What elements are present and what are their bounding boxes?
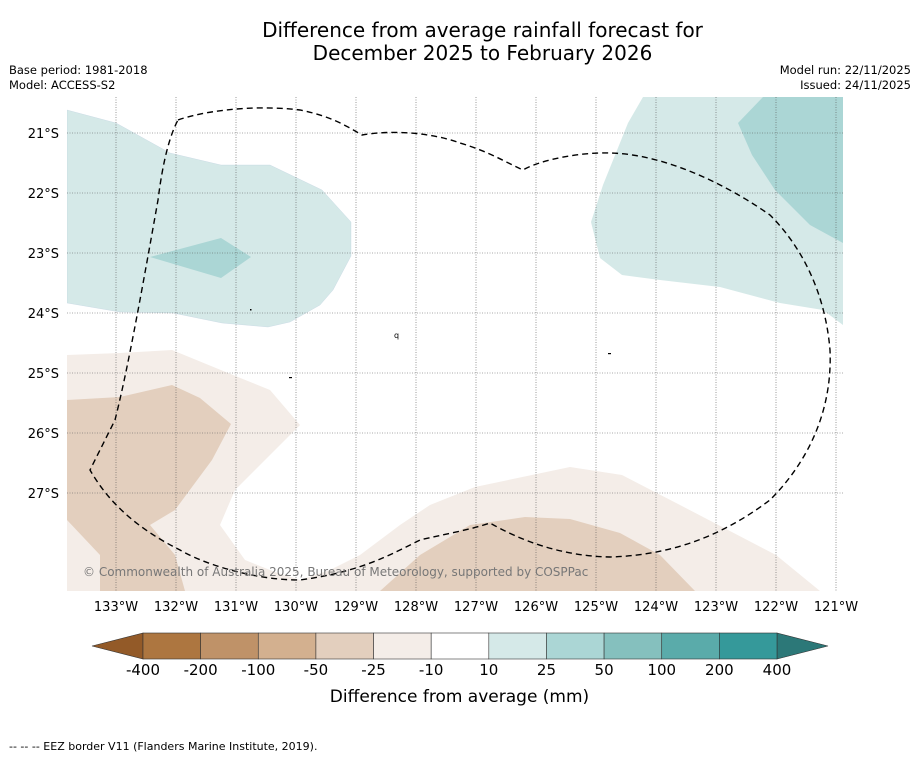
chart-title: Difference from average rainfall forecas… bbox=[0, 19, 919, 65]
colorbar-segment bbox=[142, 632, 201, 660]
lon-label: 124°W bbox=[634, 600, 678, 615]
colorbar-tick: -50 bbox=[303, 661, 329, 679]
colorbar-tick: 50 bbox=[594, 661, 614, 679]
lat-labels: 21°S 22°S 23°S 24°S 25°S 26°S 27°S bbox=[28, 127, 59, 502]
colorbar-segment bbox=[661, 632, 720, 660]
colorbar-segment bbox=[257, 632, 317, 660]
model-run: Model run: 22/11/2025 bbox=[779, 63, 911, 77]
colorbar-segment bbox=[373, 632, 432, 660]
colorbar bbox=[91, 632, 829, 660]
lat-label: 25°S bbox=[28, 367, 59, 382]
lon-label: 126°W bbox=[514, 600, 558, 615]
lat-label: 26°S bbox=[28, 427, 59, 442]
lon-label: 128°W bbox=[394, 600, 438, 615]
colorbar-segment bbox=[719, 632, 778, 660]
colorbar-tick: 100 bbox=[647, 661, 677, 679]
colorbar-tick: 10 bbox=[479, 661, 499, 679]
region-slightly-wetter-west bbox=[67, 109, 352, 328]
region-wetter-west bbox=[150, 238, 251, 278]
colorbar-tick: -100 bbox=[241, 661, 276, 679]
lon-label: 127°W bbox=[454, 600, 498, 615]
colorbar-segment bbox=[430, 632, 490, 660]
run-info: Model run: 22/11/2025 Issued: 24/11/2025 bbox=[780, 63, 911, 93]
colorbar-tick: 400 bbox=[762, 661, 792, 679]
region-drier-south bbox=[380, 517, 695, 591]
colorbar-tick: -400 bbox=[125, 661, 161, 679]
colorbar-segment bbox=[200, 632, 259, 660]
region-wetter-east bbox=[738, 97, 843, 243]
colorbar-tick: 200 bbox=[705, 661, 734, 679]
lat-label: 22°S bbox=[28, 187, 59, 202]
eez-legend-note: -- -- -- EEZ border V11 (Flanders Marine… bbox=[9, 740, 318, 753]
lon-label: 125°W bbox=[574, 600, 618, 615]
model-name: Model: ACCESS-S2 bbox=[9, 78, 116, 92]
lon-labels: 133°W 132°W 131°W 130°W 129°W 128°W 127°… bbox=[94, 600, 858, 615]
base-info: Base period: 1981-2018 Model: ACCESS-S2 bbox=[9, 63, 148, 93]
lon-label: 131°W bbox=[214, 600, 258, 615]
colorbar-segment bbox=[315, 632, 374, 660]
colorbar-segment bbox=[488, 632, 547, 660]
colorbar-title: Difference from average (mm) bbox=[329, 687, 590, 707]
lon-label: 132°W bbox=[154, 600, 198, 615]
lat-label: 27°S bbox=[28, 487, 59, 502]
lon-label: 122°W bbox=[754, 600, 798, 615]
colorbar-tick: -200 bbox=[183, 661, 218, 679]
gridlines bbox=[67, 97, 843, 591]
colorbar-tick: 25 bbox=[536, 661, 556, 679]
island-marker: q bbox=[394, 331, 399, 340]
colorbar-extend-low bbox=[91, 632, 144, 660]
colorbar-segment bbox=[546, 632, 605, 660]
colorbar-tick: -25 bbox=[361, 661, 386, 679]
lon-label: 123°W bbox=[694, 600, 738, 615]
lon-label: 130°W bbox=[274, 600, 318, 615]
small-islands bbox=[250, 309, 611, 379]
title-line-1: Difference from average rainfall forecas… bbox=[262, 18, 703, 42]
lat-label: 21°S bbox=[28, 127, 59, 142]
copyright: © Commonwealth of Australia 2025, Bureau… bbox=[83, 565, 589, 579]
issued-date: Issued: 24/11/2025 bbox=[800, 78, 911, 92]
eez-border bbox=[89, 107, 831, 581]
lon-label: 133°W bbox=[94, 600, 138, 615]
region-slightly-drier bbox=[67, 350, 820, 591]
colorbar-segment bbox=[603, 632, 663, 660]
colorbar-tick: -10 bbox=[418, 661, 444, 679]
lat-label: 23°S bbox=[28, 247, 59, 262]
base-period: Base period: 1981-2018 bbox=[9, 63, 148, 77]
lat-label: 24°S bbox=[28, 307, 59, 322]
lon-label: 121°W bbox=[814, 600, 858, 615]
lon-label: 129°W bbox=[334, 600, 378, 615]
colorbar-extend-high bbox=[776, 632, 829, 660]
region-drier-west bbox=[67, 385, 231, 591]
title-line-2: December 2025 to February 2026 bbox=[312, 41, 653, 65]
